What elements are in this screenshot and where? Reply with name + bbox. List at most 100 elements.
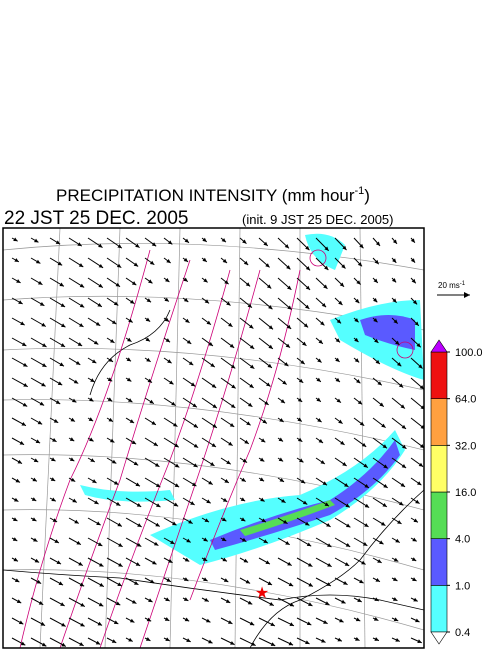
wind-head [411,278,416,284]
wind-head [113,620,119,624]
wind-head [183,277,188,282]
wind-head [227,620,233,624]
wind-head [70,477,76,482]
wind-head [317,418,322,423]
wind-head [174,463,180,468]
wind-head [52,518,58,522]
wind-head [22,402,28,407]
wind-head [165,278,170,283]
wind-head [118,543,123,547]
wind-head [149,260,155,265]
wind-head [40,621,46,626]
wind-head [129,618,135,623]
wind-head [14,258,19,262]
wind-head [342,245,347,251]
wind-head [221,537,227,541]
wind-head [18,300,23,304]
wind-head [324,246,329,251]
wind-head [146,617,152,622]
wind-head [270,642,276,646]
wind-head [410,258,416,263]
title-text: PRECIPITATION INTENSITY (mm hour [56,186,355,205]
colorbar-segment [430,585,448,633]
wind-head [395,340,400,345]
wind-head [225,599,231,603]
wind-head [361,560,366,565]
wind-head [286,324,292,329]
scale-arrow-head [464,292,470,298]
wind-head [285,540,290,545]
wind-head [345,543,351,547]
wind-head [60,343,66,347]
wind-head [241,537,247,542]
wind-head [136,542,142,547]
wind-head [208,480,213,485]
wind-head [410,238,415,243]
wind-head [203,537,208,542]
wind-head [345,503,350,508]
wind-head [316,377,321,382]
wind-head [251,642,256,646]
wind-head [418,364,423,369]
wind-head [171,401,176,406]
wind-head [208,639,213,644]
wind-head [287,285,292,290]
wind-head [375,578,380,582]
wind-head [146,298,152,303]
wind-head [224,280,229,285]
wind-head [380,521,386,526]
wind-head [184,557,190,562]
wind-head [278,457,284,462]
wind-head [118,562,123,567]
wind-head [282,380,287,385]
wind-head [38,600,44,605]
wind-head [89,437,94,442]
colorbar-segment [430,398,448,446]
wind-head [80,602,85,607]
wind-head [362,542,368,546]
wind-head [77,342,83,346]
wind-head [166,258,171,263]
wind-head [115,601,121,606]
wind-head [20,321,25,326]
wind-head [166,578,171,582]
wind-head [395,538,400,543]
wind-head [98,602,104,607]
wind-head [402,444,407,449]
wind-head [306,542,312,547]
wind-head [222,557,227,562]
station-marker: ★ [255,585,269,602]
wind-head [153,442,158,446]
wind-head [411,557,417,561]
wind-head [23,383,28,387]
wind-head [190,382,196,387]
wind-head [288,641,294,646]
wind-head [392,577,398,581]
wind-head [392,258,397,263]
wind-head [108,417,113,422]
wind-head [37,280,43,285]
wind-head [356,379,361,384]
wind-head [167,359,172,364]
wind-head [281,498,286,503]
colorbar-segment [430,491,448,539]
colorbar-segment [430,445,448,493]
wind-head [113,480,119,485]
wind-head [131,440,137,445]
wind-head [392,597,398,601]
wind-head [156,503,161,508]
wind-head [297,417,302,422]
wind-head [128,637,133,642]
wind-head [354,337,359,342]
wind-head [55,240,61,245]
wind-head [152,560,157,565]
wind-head [265,560,270,565]
wind-head [97,542,103,546]
wind-head [305,266,311,271]
wind-head [32,517,37,522]
precipitation-moderate [210,315,415,550]
wind-head [249,324,254,329]
wind-head [167,240,173,245]
wind-head [60,303,66,307]
